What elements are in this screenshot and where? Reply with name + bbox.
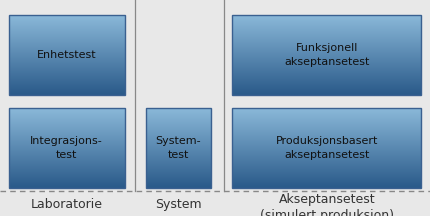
Bar bbox=[232, 108, 421, 188]
Bar bbox=[9, 15, 125, 95]
Text: Enhetstest: Enhetstest bbox=[37, 50, 96, 60]
Text: System: System bbox=[155, 198, 202, 211]
Bar bbox=[232, 15, 421, 95]
Bar bbox=[146, 108, 211, 188]
Text: Funksjonell
akseptansetest: Funksjonell akseptansetest bbox=[284, 43, 369, 67]
Text: Laboratorie: Laboratorie bbox=[31, 198, 103, 211]
Text: Produksjonsbasert
akseptansetest: Produksjonsbasert akseptansetest bbox=[276, 136, 378, 160]
Bar bbox=[9, 108, 125, 188]
Text: Akseptansetest
(simulert produksjon): Akseptansetest (simulert produksjon) bbox=[260, 193, 394, 216]
Text: System-
test: System- test bbox=[156, 136, 201, 160]
Text: Integrasjons-
test: Integrasjons- test bbox=[30, 136, 103, 160]
